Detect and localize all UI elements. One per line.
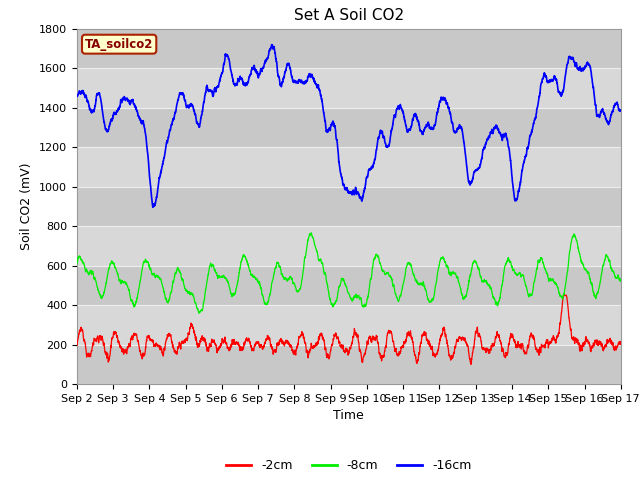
Title: Set A Soil CO2: Set A Soil CO2: [294, 9, 404, 24]
Bar: [77, 147, 621, 187]
Legend: -2cm, -8cm, -16cm: -2cm, -8cm, -16cm: [221, 454, 476, 477]
Bar: [77, 265, 621, 305]
Y-axis label: Soil CO2 (mV): Soil CO2 (mV): [20, 163, 33, 250]
Text: TA_soilco2: TA_soilco2: [85, 37, 154, 51]
Bar: [77, 29, 621, 68]
Bar: [77, 68, 621, 108]
Bar: [77, 305, 621, 345]
Bar: [77, 226, 621, 265]
Bar: [77, 187, 621, 226]
Bar: [77, 108, 621, 147]
X-axis label: Time: Time: [333, 409, 364, 422]
Bar: [77, 345, 621, 384]
